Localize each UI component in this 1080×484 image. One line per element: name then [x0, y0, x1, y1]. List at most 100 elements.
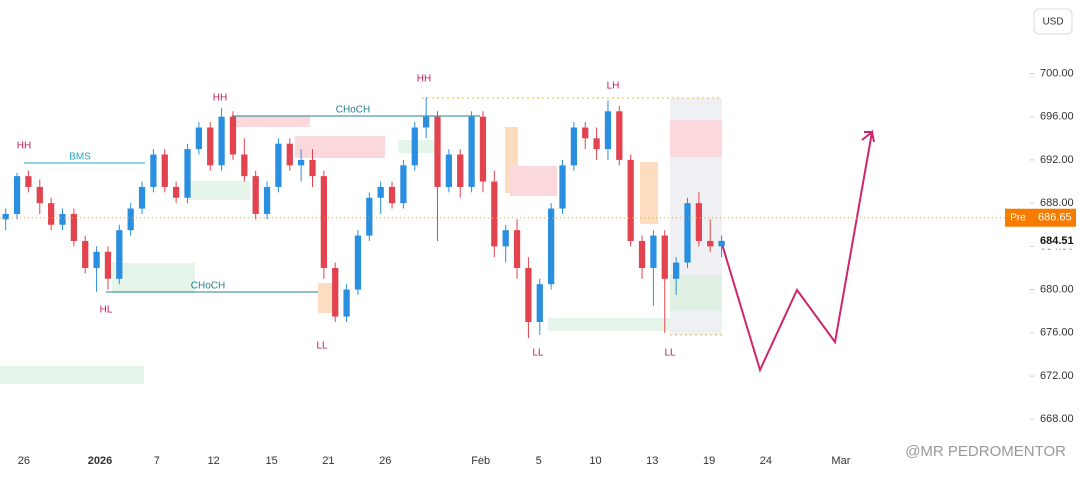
- x-tick-label: 26: [379, 455, 391, 467]
- candle-body: [252, 176, 259, 214]
- pre-price-badge: [1032, 208, 1076, 227]
- candle-body: [661, 235, 668, 279]
- candle-body: [366, 197, 373, 236]
- candle-body: [650, 235, 657, 268]
- candle-body: [638, 240, 646, 268]
- candle-body: [502, 230, 509, 247]
- candle-body: [673, 262, 680, 279]
- x-tick-label: 24: [760, 455, 772, 467]
- candle-body: [491, 181, 498, 247]
- pre-label: Pre: [1010, 212, 1026, 223]
- supply-zone: [670, 120, 722, 157]
- supply-zone: [295, 136, 385, 158]
- candle-body: [36, 186, 43, 204]
- candle-body: [59, 213, 66, 225]
- x-tick-label: 7: [154, 455, 160, 467]
- y-tick-label: 696.00: [1040, 111, 1074, 123]
- candle-body: [275, 143, 282, 187]
- candle-body: [468, 116, 475, 187]
- y-tick-label: 700.00: [1040, 67, 1074, 79]
- candle-body: [627, 159, 634, 241]
- candle-body: [423, 116, 430, 128]
- candle-body: [548, 208, 555, 285]
- candle-body: [604, 111, 612, 150]
- candle-body: [116, 230, 123, 279]
- candle-body: [138, 186, 146, 209]
- x-tick-label: 19: [703, 455, 715, 467]
- annotation: LH: [607, 81, 620, 92]
- order-block: [318, 283, 334, 313]
- x-tick-label: 26: [18, 455, 30, 467]
- annotation: HH: [17, 141, 31, 152]
- candle-body: [93, 251, 100, 268]
- candle-body: [2, 213, 9, 220]
- candle-body: [388, 186, 396, 204]
- demand-zone: [112, 263, 195, 293]
- last-price-badge: [1034, 232, 1076, 249]
- candle-body: [536, 284, 543, 323]
- y-tick-label: 692.00: [1040, 154, 1074, 166]
- candle-body: [320, 176, 327, 268]
- candle-body: [161, 154, 168, 187]
- annotation: LL: [316, 341, 328, 352]
- candle-body: [286, 143, 293, 166]
- pre-badge: [1005, 208, 1032, 227]
- candle-body: [559, 165, 566, 209]
- candle-body: [70, 213, 77, 241]
- candle-body: [48, 203, 55, 225]
- x-tick-label: Feb: [471, 455, 490, 467]
- y-tick-label: 688.00: [1040, 197, 1074, 209]
- order-block: [640, 162, 658, 224]
- x-tick-label: 13: [646, 455, 658, 467]
- candle-body: [513, 230, 521, 268]
- candle-body: [695, 203, 702, 241]
- candle-body: [263, 186, 271, 214]
- x-tick-label: 5: [536, 455, 542, 467]
- candle-body: [25, 176, 32, 187]
- candle-body: [184, 149, 191, 198]
- candle-body: [343, 289, 350, 317]
- demand-zone: [398, 140, 440, 153]
- candle-body: [479, 116, 487, 182]
- candle-body: [13, 176, 21, 214]
- demand-zone: [0, 366, 144, 384]
- candle-body: [104, 251, 112, 279]
- y-tick-label: 676.00: [1040, 327, 1074, 339]
- y-tick-label: 672.00: [1040, 370, 1074, 382]
- candle-body: [150, 154, 157, 187]
- candle-body: [411, 127, 418, 166]
- currency[interactable]: USD: [1042, 17, 1063, 28]
- demand-zone: [188, 181, 250, 200]
- projection-arrow: [864, 131, 875, 143]
- watermark: @MR PEDROMENTOR: [905, 443, 1066, 460]
- candle-body: [229, 116, 237, 155]
- candle-body: [127, 208, 134, 231]
- candle-body: [82, 240, 89, 268]
- candle-body: [616, 111, 623, 160]
- candle-body: [173, 186, 180, 198]
- x-tick-label: 21: [322, 455, 334, 467]
- annotation: BMS: [69, 152, 91, 163]
- zones: [0, 97, 875, 384]
- candle-body: [298, 159, 305, 166]
- demand-zone: [670, 275, 722, 311]
- x-tick-label: 10: [589, 455, 601, 467]
- annotation: LL: [532, 348, 544, 359]
- projection-path: [721, 129, 874, 373]
- candle-body: [445, 154, 452, 187]
- annotation: HL: [100, 305, 113, 316]
- y-tick-label: 680.00: [1040, 283, 1074, 295]
- candle-body: [684, 203, 691, 263]
- x-tick-label: 15: [265, 455, 277, 467]
- candle-body: [718, 240, 725, 247]
- annotation: LL: [664, 348, 676, 359]
- candle-body: [593, 138, 600, 150]
- candle-body: [354, 235, 362, 290]
- currency-button[interactable]: [1033, 8, 1073, 35]
- annotation: HH: [417, 74, 431, 85]
- supply-zone: [230, 116, 310, 127]
- annotation: CHoCH: [191, 281, 225, 292]
- candle-body: [195, 127, 202, 150]
- pre-price: 686.65: [1038, 212, 1072, 224]
